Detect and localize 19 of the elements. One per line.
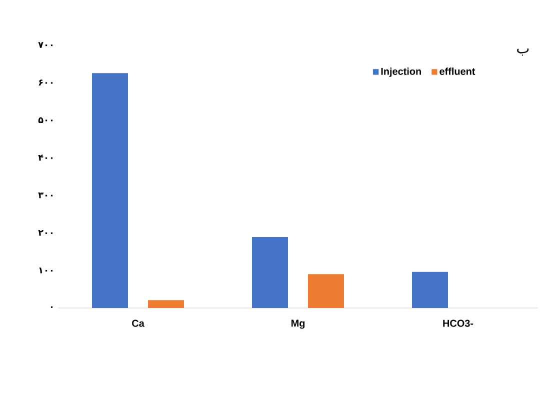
bar	[252, 236, 288, 308]
y-tick-label: ۱۰۰	[39, 268, 53, 274]
x-tick-label: HCO3-	[443, 320, 474, 327]
bar	[308, 274, 344, 308]
legend-label: Injection	[381, 68, 421, 77]
x-tick-label: Ca	[132, 320, 144, 327]
y-tick-label: ۶۰۰	[38, 80, 53, 86]
y-tick-label: ۰	[50, 306, 53, 308]
bar	[92, 73, 128, 308]
y-tick-label: ۳۰۰	[38, 192, 53, 198]
bar	[412, 272, 448, 308]
y-tick-label: ۲۰۰	[38, 230, 53, 236]
annotation: ب	[517, 48, 529, 56]
y-tick-label: ۷۰۰	[38, 42, 53, 48]
y-tick-label: ۴۰۰	[38, 154, 53, 161]
legend-label: effluent	[440, 68, 476, 75]
y-tick-label: ۵۰۰	[38, 117, 53, 124]
x-tick-label: Mg	[291, 320, 305, 329]
bar	[148, 300, 184, 308]
